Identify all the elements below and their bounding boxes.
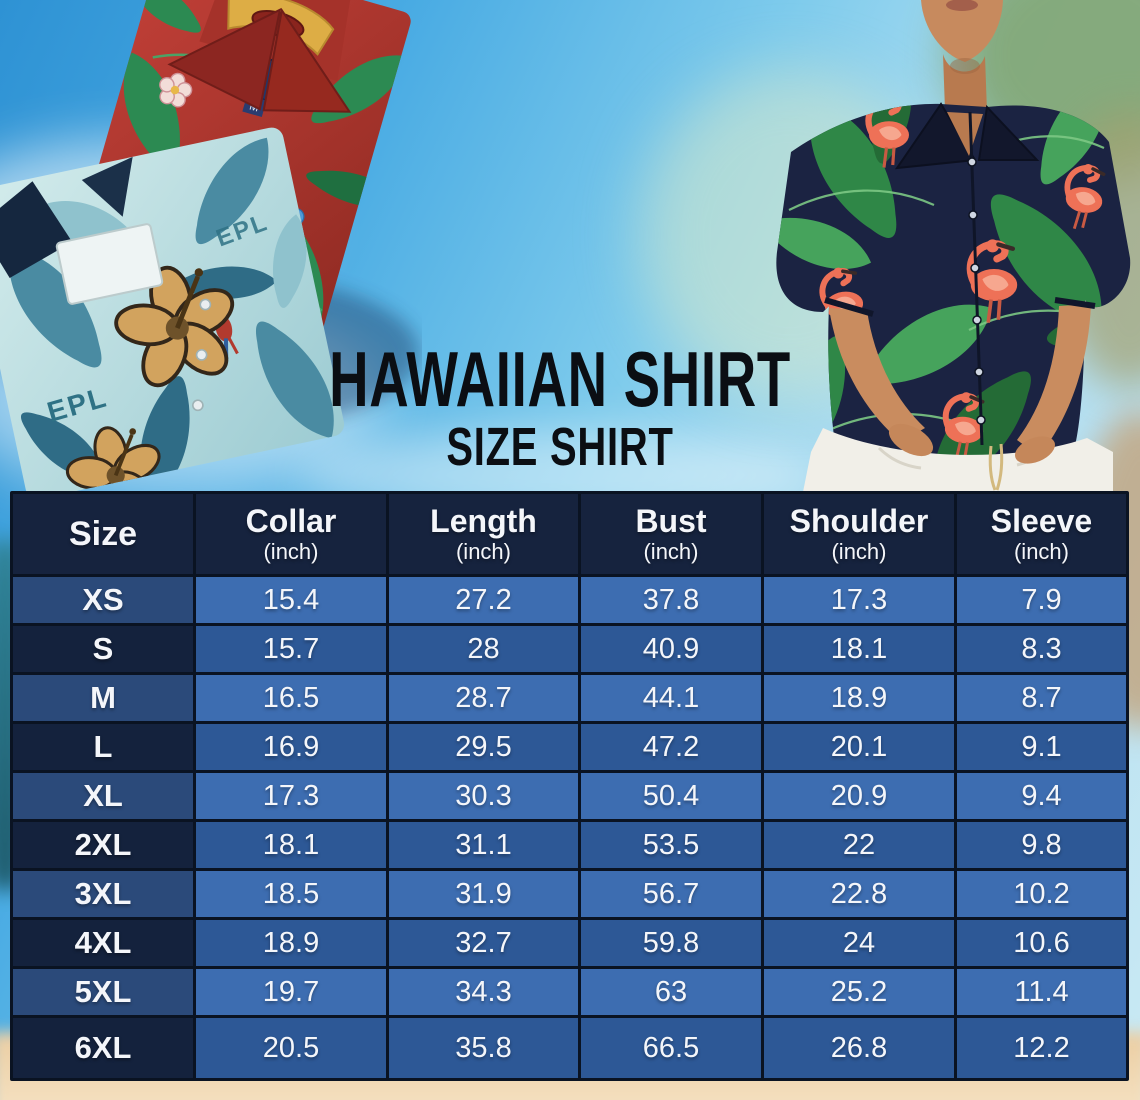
value-cell: 12.2 bbox=[957, 1018, 1126, 1078]
teal-shirt-collar bbox=[81, 156, 133, 217]
buttons bbox=[967, 157, 986, 425]
white-pants bbox=[803, 428, 1113, 492]
value-cell: 37.8 bbox=[581, 577, 761, 623]
title-block: HAWAIIAN SHIRT SIZE SHIRT bbox=[160, 335, 960, 478]
left-collar bbox=[167, 7, 282, 111]
value-cell: 16.9 bbox=[196, 724, 386, 770]
value-cell: 53.5 bbox=[581, 822, 761, 868]
size-cell: 2XL bbox=[13, 822, 193, 868]
page-subtitle: SIZE SHIRT bbox=[446, 417, 674, 478]
teal-shirt-collar bbox=[0, 181, 73, 278]
model-photo bbox=[776, 0, 1131, 492]
value-cell: 18.5 bbox=[196, 871, 386, 917]
value-cell: 11.4 bbox=[957, 969, 1126, 1015]
size-cell: 6XL bbox=[13, 1018, 193, 1078]
value-cell: 47.2 bbox=[581, 724, 761, 770]
value-cell: 17.3 bbox=[764, 577, 954, 623]
value-cell: 26.8 bbox=[764, 1018, 954, 1078]
column-header-length: Length (inch) bbox=[389, 494, 578, 574]
column-header-sleeve: Sleeve (inch) bbox=[957, 494, 1126, 574]
size-cell: 3XL bbox=[13, 871, 193, 917]
value-cell: 7.9 bbox=[957, 577, 1126, 623]
size-cell: 5XL bbox=[13, 969, 193, 1015]
chest-skin bbox=[947, 112, 983, 156]
value-cell: 15.7 bbox=[196, 626, 386, 672]
value-cell: 29.5 bbox=[389, 724, 578, 770]
value-cell: 20.5 bbox=[196, 1018, 386, 1078]
drawstring bbox=[988, 443, 1004, 491]
right-hand bbox=[1015, 436, 1055, 464]
value-cell: 8.7 bbox=[957, 675, 1126, 721]
value-cell: 35.8 bbox=[389, 1018, 578, 1078]
value-cell: 59.8 bbox=[581, 920, 761, 966]
size-cell: S bbox=[13, 626, 193, 672]
value-cell: 28 bbox=[389, 626, 578, 672]
value-cell: 8.3 bbox=[957, 626, 1126, 672]
value-cell: 10.2 bbox=[957, 871, 1126, 917]
left-forearm bbox=[829, 308, 925, 442]
value-cell: 9.4 bbox=[957, 773, 1126, 819]
value-cell: 50.4 bbox=[581, 773, 761, 819]
size-cell: 4XL bbox=[13, 920, 193, 966]
size-cell: XS bbox=[13, 577, 193, 623]
right-collar bbox=[262, 7, 352, 113]
size-table: Size Collar (inch) Length (inch) Bust (i… bbox=[10, 491, 1129, 1081]
pocket-line bbox=[877, 446, 922, 470]
value-cell: 9.1 bbox=[957, 724, 1126, 770]
value-cell: 27.2 bbox=[389, 577, 578, 623]
value-cell: 24 bbox=[764, 920, 954, 966]
right-sleeve-hem bbox=[1054, 297, 1096, 309]
value-cell: 15.4 bbox=[196, 577, 386, 623]
teal-hawaiian-shirt: EPL EPL bbox=[0, 125, 347, 494]
neck-shadow bbox=[950, 58, 980, 74]
right-forearm bbox=[1017, 304, 1091, 456]
value-cell: 22.8 bbox=[764, 871, 954, 917]
left-hand bbox=[888, 423, 934, 457]
column-header-size: Size bbox=[13, 494, 193, 574]
value-cell: 25.2 bbox=[764, 969, 954, 1015]
value-cell: 17.3 bbox=[196, 773, 386, 819]
value-cell: 19.7 bbox=[196, 969, 386, 1015]
chest-pocket bbox=[55, 223, 164, 305]
value-cell: 40.9 bbox=[581, 626, 761, 672]
value-cell: 9.8 bbox=[957, 822, 1126, 868]
value-cell: 18.9 bbox=[764, 675, 954, 721]
value-cell: 34.3 bbox=[389, 969, 578, 1015]
right-collar bbox=[977, 104, 1040, 161]
value-cell: 18.1 bbox=[764, 626, 954, 672]
value-cell: 44.1 bbox=[581, 675, 761, 721]
left-sleeve-hem bbox=[824, 297, 874, 317]
value-cell: 30.3 bbox=[389, 773, 578, 819]
value-cell: 66.5 bbox=[581, 1018, 761, 1078]
value-cell: 32.7 bbox=[389, 920, 578, 966]
value-cell: 31.1 bbox=[389, 822, 578, 868]
value-cell: 63 bbox=[581, 969, 761, 1015]
model-neck bbox=[943, 54, 987, 112]
column-header-shoulder: Shoulder (inch) bbox=[764, 494, 954, 574]
size-cell: M bbox=[13, 675, 193, 721]
model-chin bbox=[921, 0, 1003, 62]
value-cell: 22 bbox=[764, 822, 954, 868]
size-cell: XL bbox=[13, 773, 193, 819]
column-header-bust: Bust (inch) bbox=[581, 494, 761, 574]
value-cell: 31.9 bbox=[389, 871, 578, 917]
folded-shirts-photo: M EPL bbox=[0, 0, 420, 494]
buttons bbox=[191, 298, 212, 412]
value-cell: 20.9 bbox=[764, 773, 954, 819]
value-cell: 18.9 bbox=[196, 920, 386, 966]
column-header-collar: Collar (inch) bbox=[196, 494, 386, 574]
value-cell: 10.6 bbox=[957, 920, 1126, 966]
value-cell: 28.7 bbox=[389, 675, 578, 721]
model-lips bbox=[946, 0, 978, 11]
value-cell: 56.7 bbox=[581, 871, 761, 917]
size-cell: L bbox=[13, 724, 193, 770]
value-cell: 18.1 bbox=[196, 822, 386, 868]
value-cell: 16.5 bbox=[196, 675, 386, 721]
value-cell: 20.1 bbox=[764, 724, 954, 770]
button-placket bbox=[968, 111, 984, 446]
page-title: HAWAIIAN SHIRT bbox=[329, 335, 791, 423]
